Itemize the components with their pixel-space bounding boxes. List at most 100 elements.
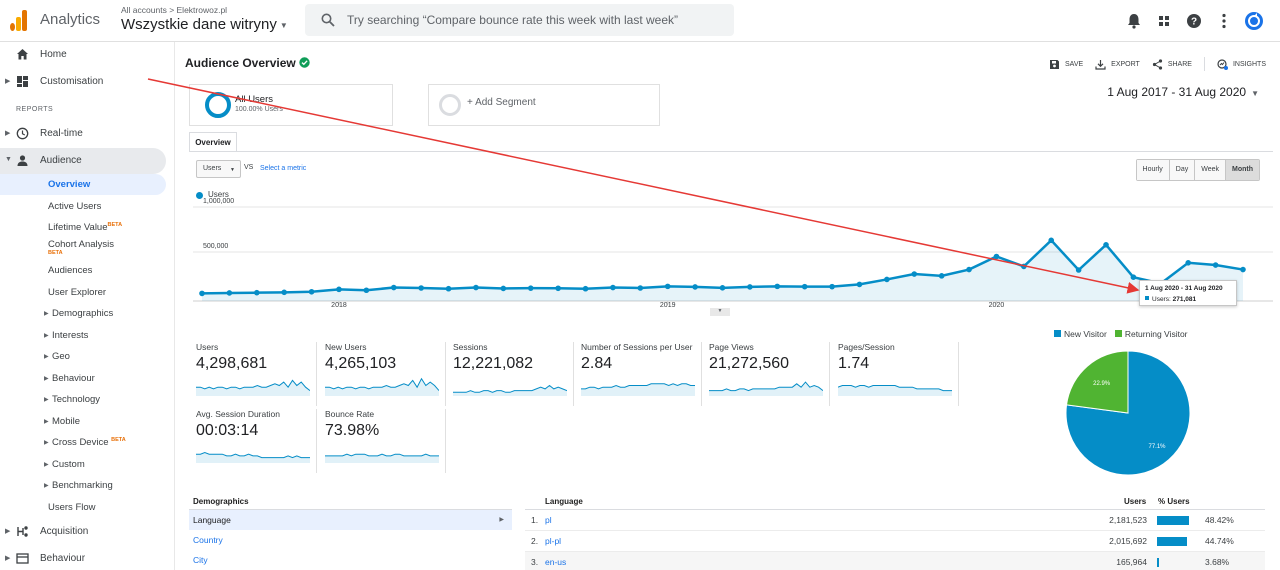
users-data-point[interactable]	[911, 271, 918, 277]
help-icon[interactable]: ?	[1182, 10, 1206, 32]
users-data-point[interactable]	[418, 285, 424, 291]
users-data-point[interactable]	[993, 253, 1000, 260]
scorecard[interactable]: Users 4,298,681	[189, 342, 317, 406]
sidebar-subitem-mobile[interactable]: ▶ Mobile	[0, 411, 166, 432]
users-data-point[interactable]	[747, 284, 753, 290]
users-data-point[interactable]	[582, 285, 589, 292]
users-data-point[interactable]	[1185, 260, 1192, 266]
account-icon[interactable]	[1242, 10, 1266, 32]
legend-returning-visitor[interactable]: Returning Visitor	[1114, 329, 1188, 339]
account-breadcrumb[interactable]: All accounts > Elektrowoz.pl	[121, 5, 228, 15]
users-data-point[interactable]	[1021, 263, 1027, 270]
users-data-point[interactable]	[253, 289, 260, 296]
sidebar-subitem-cohort-analysis[interactable]: Cohort Analysis BETA	[0, 235, 166, 260]
sidebar-subitem-demographics[interactable]: ▶ Demographics	[0, 303, 166, 324]
users-data-point[interactable]	[308, 288, 315, 295]
language-link[interactable]: pl-pl	[545, 536, 562, 546]
insights-button[interactable]: INSIGHTS	[1217, 58, 1266, 70]
users-data-point[interactable]	[226, 290, 233, 296]
users-data-point[interactable]	[363, 287, 370, 294]
users-data-point[interactable]	[1103, 242, 1109, 248]
granularity-day[interactable]: Day	[1168, 160, 1195, 180]
sidebar-subitem-behaviour[interactable]: ▶ Behaviour	[0, 368, 166, 389]
scorecard[interactable]: Page Views 21,272,560	[702, 342, 830, 406]
users-data-point[interactable]	[1048, 237, 1055, 244]
users-data-point[interactable]	[637, 285, 644, 291]
users-data-point[interactable]	[390, 284, 397, 291]
analytics-logo-icon[interactable]	[10, 9, 28, 31]
demographics-item-city[interactable]: City	[193, 555, 208, 565]
users-data-point[interactable]	[801, 283, 808, 290]
users-data-point[interactable]	[445, 285, 452, 292]
users-data-point[interactable]	[1075, 267, 1082, 273]
sidebar-subitem-geo[interactable]: ▶ Geo	[0, 346, 166, 367]
users-data-point[interactable]	[884, 276, 890, 283]
table-row[interactable]: 3. en-us 165,964 3.68%	[525, 552, 1265, 570]
scorecard[interactable]: Sessions 12,221,082	[446, 342, 574, 406]
sidebar-subitem-audiences[interactable]: Audiences	[0, 260, 166, 281]
granularity-week[interactable]: Week	[1194, 160, 1225, 180]
sidebar-item-acquisition[interactable]: ▶ Acquisition	[0, 519, 166, 545]
chart-scroll-handle[interactable]: ▼	[710, 308, 730, 316]
users-data-point[interactable]	[856, 281, 863, 288]
demographics-item-country[interactable]: Country	[193, 535, 223, 545]
export-button[interactable]: EXPORT	[1095, 58, 1140, 70]
users-data-point[interactable]	[336, 286, 342, 293]
share-button[interactable]: SHARE	[1152, 58, 1192, 70]
users-data-point[interactable]	[719, 285, 726, 291]
language-link[interactable]: pl	[545, 515, 552, 525]
scorecard[interactable]: Pages/Session 1.74	[831, 342, 959, 406]
granularity-hourly[interactable]: Hourly	[1136, 160, 1169, 180]
users-data-point[interactable]	[1212, 262, 1219, 268]
column-percent-users[interactable]: % Users	[1158, 497, 1190, 506]
column-language[interactable]: Language	[545, 497, 583, 506]
users-data-point[interactable]	[1130, 274, 1137, 280]
pie-slice-returning-visitor[interactable]	[1065, 350, 1129, 414]
language-link[interactable]: en-us	[545, 557, 567, 567]
more-icon[interactable]	[1212, 10, 1236, 32]
scorecard[interactable]: New Users 4,265,103	[318, 342, 446, 406]
users-data-point[interactable]	[555, 285, 561, 292]
search-bar[interactable]: Try searching “Compare bounce rate this …	[305, 4, 734, 36]
users-data-point[interactable]	[281, 289, 287, 296]
sidebar-subitem-custom[interactable]: ▶ Custom	[0, 454, 166, 475]
sidebar-subitem-interests[interactable]: ▶ Interests	[0, 325, 166, 346]
sidebar-item-audience[interactable]: ▼ Audience	[0, 148, 166, 174]
scorecard[interactable]: Bounce Rate 73.98%	[318, 409, 446, 473]
users-data-point[interactable]	[774, 283, 781, 290]
users-data-point[interactable]	[500, 285, 507, 292]
sidebar-subitem-active-users[interactable]: Active Users	[0, 196, 166, 217]
sidebar-item-realtime[interactable]: ▶ Real-time	[0, 121, 166, 147]
apps-icon[interactable]	[1152, 10, 1176, 32]
users-data-point[interactable]	[610, 284, 616, 291]
users-data-point[interactable]	[692, 284, 698, 290]
sidebar-subitem-overview[interactable]: Overview	[0, 174, 166, 195]
sidebar-subitem-lifetime-value[interactable]: Lifetime ValueBETA	[0, 217, 166, 238]
users-data-point[interactable]	[1240, 266, 1246, 273]
sidebar-item-customisation[interactable]: ▶ Customisation	[0, 69, 166, 95]
table-row[interactable]: 2. pl-pl 2,015,692 44.74%	[525, 531, 1265, 552]
granularity-month[interactable]: Month	[1225, 160, 1259, 180]
date-range-picker[interactable]: 1 Aug 2017 - 31 Aug 2020 ▼	[1107, 85, 1259, 99]
scorecard[interactable]: Number of Sessions per User 2.84	[574, 342, 702, 406]
table-row[interactable]: 1. pl 2,181,523 48.42%	[525, 510, 1265, 531]
users-data-point[interactable]	[527, 285, 534, 291]
sidebar-item-home[interactable]: Home	[0, 42, 166, 68]
save-button[interactable]: SAVE	[1049, 58, 1083, 70]
sidebar-item-behaviour[interactable]: ▶ Behaviour	[0, 546, 166, 570]
users-data-point[interactable]	[199, 290, 205, 297]
users-data-point[interactable]	[664, 283, 671, 290]
sidebar-subitem-technology[interactable]: ▶ Technology	[0, 389, 166, 410]
sidebar-subitem-cross-device[interactable]: ▶ Cross Device BETA	[0, 432, 166, 453]
scorecard[interactable]: Avg. Session Duration 00:03:14	[189, 409, 317, 473]
users-data-point[interactable]	[829, 283, 835, 290]
sidebar-subitem-benchmarking[interactable]: ▶ Benchmarking	[0, 475, 166, 496]
column-users[interactable]: Users	[1124, 497, 1147, 506]
users-data-point[interactable]	[966, 266, 972, 273]
sidebar-subitem-user-explorer[interactable]: User Explorer	[0, 282, 166, 303]
users-data-point[interactable]	[938, 273, 945, 279]
users-data-point[interactable]	[473, 284, 479, 291]
bell-icon[interactable]	[1122, 10, 1146, 32]
search-input[interactable]: Try searching “Compare bounce rate this …	[347, 13, 679, 27]
demographics-item-language[interactable]: Language ▶	[189, 510, 512, 530]
